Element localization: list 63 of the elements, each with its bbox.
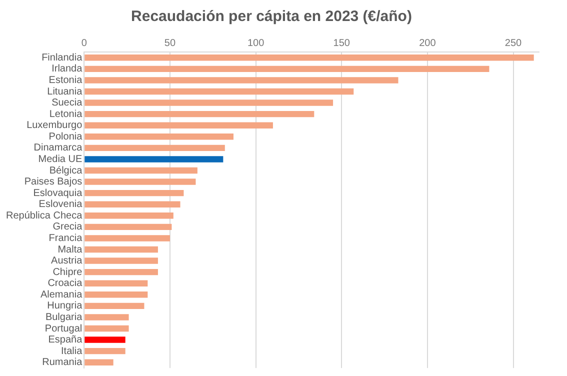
y-tick-label: Media UE (38, 154, 82, 165)
x-tick-label: 250 (504, 38, 522, 49)
y-tick-label: Malta (58, 244, 83, 256)
bar (84, 224, 172, 230)
y-tick-label: Finlandia (42, 52, 83, 64)
y-tick-label: Italia (61, 346, 83, 357)
bar (84, 336, 126, 343)
bar (84, 302, 144, 310)
bar (84, 292, 148, 298)
bar (84, 100, 334, 106)
bar (84, 178, 196, 185)
y-tick-label: Irlanda (52, 64, 83, 75)
y-tick-label: Dinamarca (34, 142, 83, 154)
bar (84, 88, 354, 95)
bar (84, 258, 158, 264)
bar (84, 110, 314, 118)
bar (84, 212, 174, 219)
y-tick-label: Suecia (52, 98, 83, 109)
x-tick-label: 100 (247, 38, 265, 49)
y-tick-label: Grecia (52, 222, 83, 233)
bar (84, 156, 224, 162)
y-tick-label: Estonia (48, 74, 83, 86)
bar (84, 66, 490, 72)
y-tick-label: Alemania (40, 289, 83, 300)
y-tick-label: Austria (51, 256, 83, 267)
bar (84, 54, 534, 61)
y-tick-label: Luxemburgo (26, 120, 83, 132)
bar (84, 268, 158, 276)
bar (84, 77, 398, 84)
bar (84, 190, 184, 196)
x-tick-label: 150 (333, 38, 350, 49)
bar (84, 359, 114, 366)
bar (84, 235, 170, 242)
x-tick-label: 0 (81, 38, 88, 49)
y-tick-label: Bulgaria (45, 312, 83, 323)
y-tick-label: Lituania (47, 86, 83, 98)
x-tick-label: 200 (419, 38, 436, 49)
y-tick-label: Francia (48, 232, 83, 244)
x-tick-label: 50 (164, 38, 176, 49)
y-tick-label: República Checa (6, 210, 83, 222)
bar (84, 314, 129, 320)
y-tick-label: Hungria (47, 300, 83, 312)
y-tick-label: Rumania (42, 357, 83, 368)
bar (84, 144, 225, 152)
bar (84, 167, 198, 174)
y-tick-label: Bélgica (49, 165, 83, 176)
y-tick-label: Chipre (52, 266, 83, 278)
bar (84, 122, 273, 128)
y-tick-label: Croacia (48, 278, 83, 290)
y-tick-label: España (48, 334, 83, 346)
y-tick-label: Letonia (49, 108, 83, 120)
bar (84, 201, 180, 208)
y-tick-label: Eslovenia (38, 199, 83, 210)
bar (84, 134, 234, 140)
y-tick-label: Paises Bajos (24, 176, 82, 188)
y-tick-label: Portugal (44, 323, 82, 334)
bar (84, 246, 158, 253)
chart-title: Recaudación per cápita en 2023 (€/año) (131, 8, 412, 26)
bar (84, 325, 129, 332)
bar (84, 348, 126, 354)
y-tick-label: Eslovaquia (33, 188, 83, 199)
y-tick-label: Polonia (48, 131, 83, 142)
bar (84, 280, 148, 286)
